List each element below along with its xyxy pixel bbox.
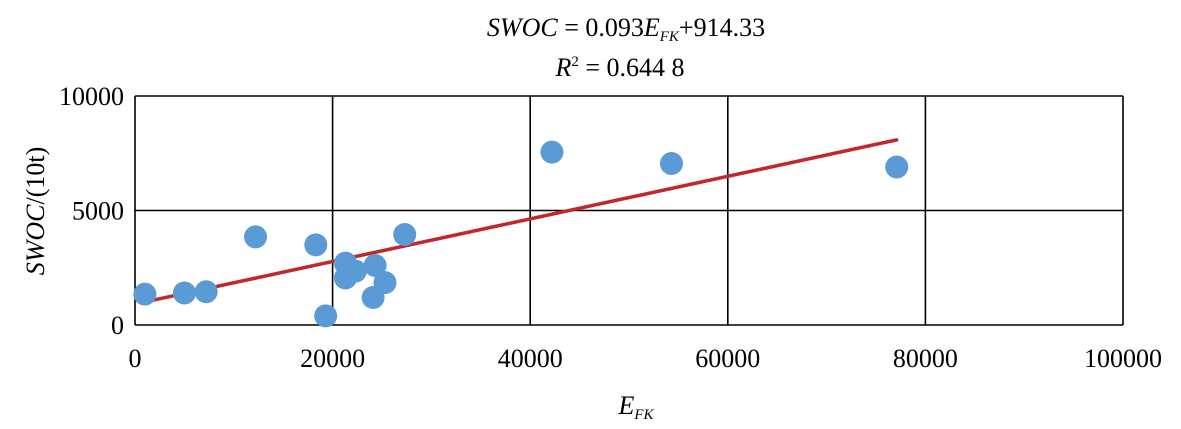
x-axis-label: EFK — [617, 391, 654, 423]
data-point — [393, 223, 417, 247]
data-point — [343, 259, 367, 283]
trendline — [143, 138, 899, 304]
data-point — [304, 233, 328, 257]
x-tick-label: 60000 — [695, 344, 760, 373]
title-sub: FK — [659, 29, 680, 45]
data-point — [244, 225, 268, 249]
x-tick-label: 100000 — [1084, 344, 1162, 373]
title-tail: +914.33 — [679, 13, 765, 42]
data-point — [373, 271, 397, 295]
y-axis-label-tail: /(10t) — [21, 147, 50, 205]
x-tick-label: 40000 — [498, 344, 563, 373]
y-tick-labels: 0 5000 10000 — [59, 82, 124, 340]
data-point — [363, 253, 387, 277]
x-tick-label: 20000 — [300, 344, 365, 373]
y-axis-label: SWOC/(10t) — [21, 147, 50, 276]
x-axis-label-main: E — [617, 391, 634, 420]
x-axis-label-sub: FK — [633, 407, 654, 423]
data-point — [659, 152, 683, 176]
data-points — [133, 140, 909, 328]
data-point — [885, 155, 909, 179]
r2-var: R — [554, 53, 571, 82]
y-tick-label: 5000 — [72, 197, 124, 226]
r2-tail: = 0.644 8 — [579, 53, 685, 82]
data-point — [133, 282, 157, 306]
y-tick-label: 0 — [111, 311, 124, 340]
y-axis-label-main: SWOC — [21, 204, 50, 275]
y-tick-label: 10000 — [59, 82, 124, 111]
x-tick-labels: 0 20000 40000 60000 80000 100000 — [129, 344, 1163, 373]
title-lhs: SWOC — [487, 13, 558, 42]
grid-lines — [134, 95, 1124, 326]
chart-title-equation: SWOC = 0.093EFK+914.33 — [487, 13, 765, 45]
data-point — [194, 280, 218, 304]
data-point — [314, 304, 338, 328]
r2-sup: 2 — [571, 54, 579, 70]
chart-title-r2: R2 = 0.644 8 — [554, 53, 684, 82]
x-tick-label: 0 — [129, 344, 142, 373]
data-point — [172, 281, 196, 305]
x-tick-label: 80000 — [893, 344, 958, 373]
title-eq: = 0.093 — [558, 13, 644, 42]
title-var: E — [643, 13, 660, 42]
trendline-layer — [143, 138, 899, 304]
data-point — [540, 140, 564, 164]
